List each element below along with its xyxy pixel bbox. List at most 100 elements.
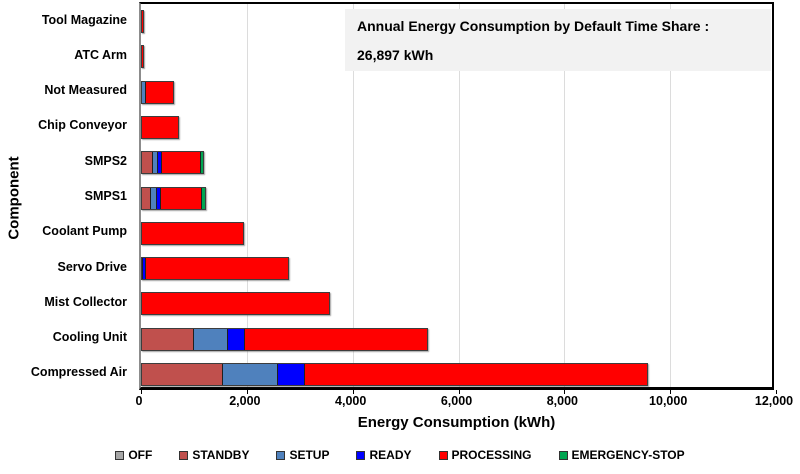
gridline	[564, 4, 566, 387]
bar-stack	[141, 80, 174, 104]
bar-row	[141, 292, 331, 316]
bar-segment-processing	[162, 152, 201, 174]
bar-segment-processing	[145, 81, 173, 103]
bar-row	[141, 221, 244, 245]
y-category-label: Coolant Pump	[42, 224, 127, 239]
legend-label: OFF	[128, 448, 153, 462]
bar-segment-setup	[152, 152, 158, 174]
bar-segment-processing	[142, 11, 143, 33]
bar-stack	[141, 362, 649, 386]
bar-segment-ready	[277, 363, 306, 385]
y-category-label: Compressed Air	[30, 365, 127, 380]
x-tick-label: 6,000	[440, 394, 473, 408]
axis-tick	[458, 390, 460, 394]
bar-stack	[141, 115, 180, 139]
bar-segment-ready	[143, 258, 147, 280]
y-category-label: Cooling Unit	[52, 330, 127, 345]
bar-row	[141, 362, 649, 386]
bar-segment-standby	[142, 328, 195, 350]
legend-swatch-icon	[558, 450, 568, 460]
x-tick-label: 10,000	[649, 394, 688, 408]
bar-row	[141, 80, 174, 104]
bar-segment-processing	[142, 293, 330, 315]
y-category-label: Mist Collector	[44, 294, 127, 309]
bar-segment-ready	[228, 328, 245, 350]
bar-row	[141, 257, 289, 281]
legend-item-processing: PROCESSING	[438, 448, 532, 462]
legend-swatch-icon	[276, 450, 286, 460]
legend-swatch-icon	[356, 450, 366, 460]
bar-row	[141, 45, 144, 69]
legend: OFF STANDBY SETUP READY PROCESSING EMERGENCY-…	[0, 448, 800, 462]
bar-segment-processing	[142, 46, 143, 68]
bar-segment-standby	[142, 152, 153, 174]
legend-item-standby: STANDBY	[179, 448, 249, 462]
chart-total-value: 26,897 kWh	[357, 47, 434, 63]
plot-area: Annual Energy Consumption by Default Tim…	[139, 2, 777, 394]
axis-tick	[352, 390, 354, 394]
bar-segment-setup	[151, 187, 158, 209]
bar-stack	[141, 327, 428, 351]
y-category-label: SMPS1	[84, 189, 127, 203]
x-tick-label: 4,000	[335, 394, 367, 408]
bar-segment-ready	[157, 152, 163, 174]
bar-stack	[141, 10, 144, 34]
bar-segment-emergency-stop	[200, 152, 204, 174]
legend-item-emergency-stop: EMERGENCY-STOP	[558, 448, 685, 462]
bar-row	[141, 327, 428, 351]
bar-segment-emergency-stop	[202, 187, 206, 209]
bar-segment-ready	[157, 187, 161, 209]
gridline	[458, 4, 460, 387]
chart-title: Annual Energy Consumption by Default Tim…	[357, 18, 710, 34]
bar-row	[141, 151, 205, 175]
y-category-label: Not Measured	[44, 83, 127, 98]
bar-stack	[141, 257, 289, 281]
legend-label: READY	[369, 448, 412, 462]
axis-tick	[564, 390, 566, 394]
legend-item-setup: SETUP	[276, 448, 329, 462]
bar-row	[141, 10, 144, 34]
y-category-label: ATC Arm	[74, 47, 127, 62]
legend-label: SETUP	[289, 448, 330, 462]
legend-item-ready: READY	[356, 448, 412, 462]
gridline	[246, 4, 248, 387]
bar-segment-standby	[142, 187, 152, 209]
x-tick-label: 8,000	[546, 394, 578, 408]
bar-segment-setup	[142, 81, 146, 103]
legend-label: PROCESSING	[451, 448, 532, 462]
x-tick-label: 2,000	[229, 394, 261, 408]
bar-segment-processing	[142, 222, 243, 244]
bar-stack	[141, 221, 244, 245]
bar-segment-setup	[194, 328, 229, 350]
bar-segment-processing	[305, 363, 648, 385]
x-axis-title: Energy Consumption (kWh)	[357, 414, 556, 431]
x-tick-label: 12,000	[754, 394, 794, 408]
bar-stack	[141, 186, 207, 210]
y-category-label: SMPS2	[84, 153, 127, 168]
axis-tick	[776, 390, 777, 394]
legend-item-off: OFF	[115, 448, 152, 462]
bar-segment-setup	[142, 258, 144, 280]
bar-segment-processing	[160, 187, 203, 209]
bar-row	[141, 115, 180, 139]
bar-stack	[141, 151, 205, 175]
y-category-label: Tool Magazine	[41, 12, 127, 27]
bar-segment-processing	[146, 258, 288, 280]
legend-label: EMERGENCY-STOP	[571, 448, 685, 462]
chart-title-box: Annual Energy Consumption by Default Tim…	[345, 9, 771, 71]
axis-tick	[141, 390, 142, 394]
y-category-label: Chip Conveyor	[38, 118, 127, 133]
gridline	[670, 4, 672, 387]
legend-swatch-icon	[438, 450, 448, 460]
bar-segment-setup	[223, 363, 278, 385]
bar-segment-processing	[244, 328, 427, 350]
bar-row	[141, 186, 207, 210]
axis-tick	[246, 390, 248, 394]
axis-tick	[670, 390, 672, 394]
bar-segment-standby	[142, 363, 224, 385]
x-tick-label: 0	[135, 394, 143, 408]
y-axis-labels: Tool Magazine ATC Arm Not Measured Chip Con…	[0, 2, 133, 390]
legend-swatch-icon	[179, 450, 189, 460]
legend-swatch-icon	[115, 450, 125, 460]
